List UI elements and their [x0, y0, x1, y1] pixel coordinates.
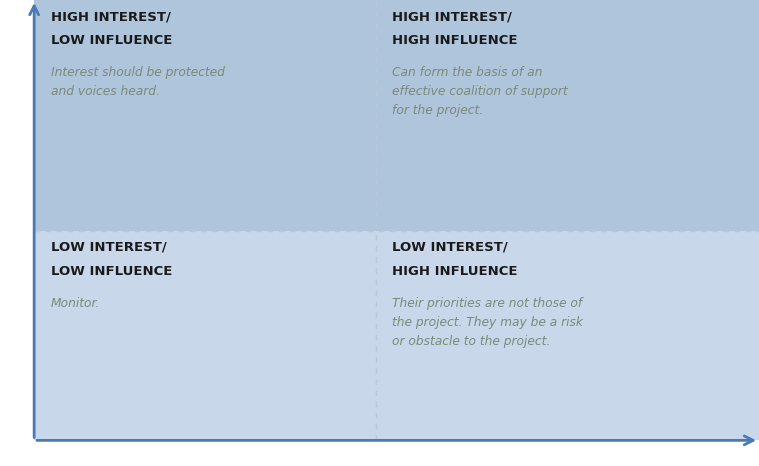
Text: LOW INFLUENCE: LOW INFLUENCE [51, 34, 172, 48]
Text: LOW INTEREST/: LOW INTEREST/ [51, 241, 167, 254]
Text: Interest should be protected
and voices heard.: Interest should be protected and voices … [51, 66, 225, 98]
Text: HIGH INTEREST/: HIGH INTEREST/ [51, 10, 171, 23]
Bar [34, 231, 376, 440]
Text: Their priorities are not those of
the project. They may be a risk
or obstacle to: Their priorities are not those of the pr… [392, 297, 584, 348]
Text: HIGH INTEREST/: HIGH INTEREST/ [392, 10, 512, 23]
Text: LOW INFLUENCE: LOW INFLUENCE [51, 265, 172, 278]
Text: HIGH INFLUENCE: HIGH INFLUENCE [392, 34, 518, 48]
Text: Monitor.: Monitor. [51, 297, 100, 310]
Text: Can form the basis of an
effective coalition of support
for the project.: Can form the basis of an effective coali… [392, 66, 568, 117]
Text: LOW INTEREST/: LOW INTEREST/ [392, 241, 509, 254]
Bar [376, 0, 759, 231]
Text: HIGH INFLUENCE: HIGH INFLUENCE [392, 265, 518, 278]
Bar [34, 0, 376, 231]
Bar [376, 231, 759, 440]
